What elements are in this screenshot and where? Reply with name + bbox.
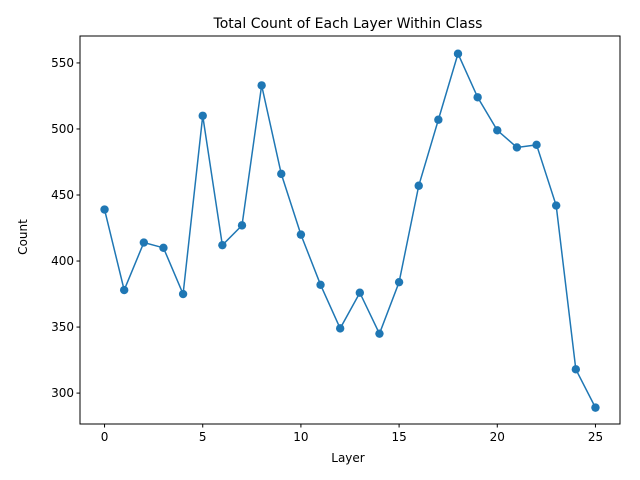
data-point (532, 140, 541, 150)
x-tick-label: 25 (588, 430, 603, 444)
data-point (198, 111, 207, 120)
data-point (394, 277, 404, 287)
data-point (296, 230, 306, 239)
data-point (473, 93, 482, 102)
data-point (453, 49, 463, 58)
x-axis-label: Layer (331, 451, 365, 465)
data-point (316, 280, 325, 290)
x-tick-label: 0 (101, 430, 109, 444)
x-tick-label: 10 (293, 430, 308, 444)
data-point (100, 205, 109, 214)
series-line (103, 51, 597, 408)
data-point (178, 289, 188, 299)
data-point (237, 221, 247, 230)
y-tick-label: 450 (51, 188, 74, 202)
data-point (375, 329, 384, 338)
axes-frame (79, 35, 621, 425)
data-point (493, 126, 502, 135)
x-tick-label: 20 (490, 430, 505, 444)
data-point (551, 201, 561, 210)
x-tick-label: 5 (199, 430, 207, 444)
plot-area: 0 5 10 15 20 25 300 350 400 450 500 550 (51, 35, 621, 444)
y-tick-label: 400 (51, 254, 74, 268)
y-tick-label: 350 (51, 320, 74, 334)
data-point (571, 365, 581, 374)
data-point (159, 243, 168, 253)
y-axis-label: Count (16, 219, 30, 255)
data-point (277, 169, 286, 179)
data-point (218, 240, 227, 250)
y-tick-label: 550 (51, 56, 74, 70)
data-point (434, 115, 443, 124)
data-point (414, 181, 423, 190)
data-point (355, 288, 365, 297)
y-tick-label: 300 (51, 386, 74, 400)
data-point (512, 143, 522, 152)
x-tick-label: 15 (391, 430, 406, 444)
data-point (139, 238, 149, 247)
data-point (119, 285, 129, 295)
y-tick-label: 500 (51, 122, 74, 136)
data-point (591, 403, 600, 412)
chart-title: Total Count of Each Layer Within Class (213, 16, 483, 32)
data-point (335, 324, 345, 333)
data-point (257, 81, 266, 90)
